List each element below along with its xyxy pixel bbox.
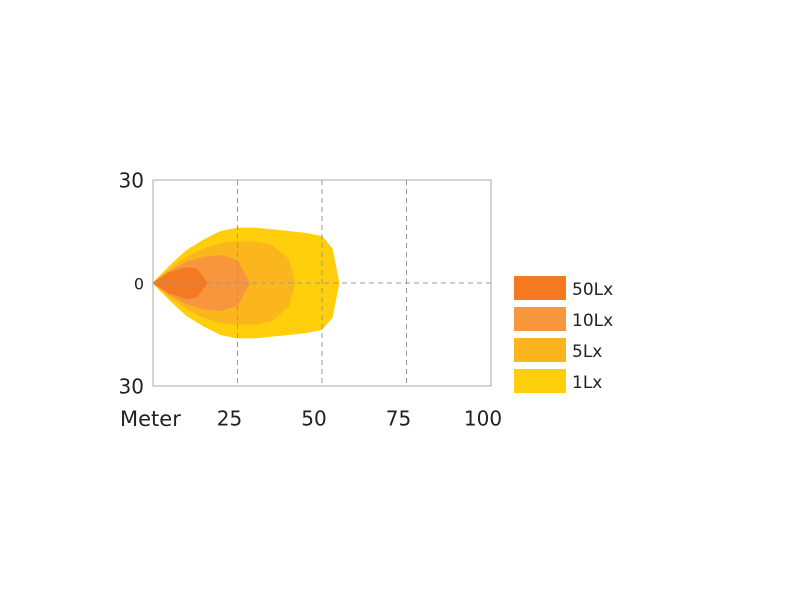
x-tick-label: 50	[301, 407, 326, 431]
legend-swatch	[514, 338, 566, 362]
y-tick-label: 0	[134, 275, 144, 294]
x-tick-label: 75	[386, 407, 411, 431]
legend-swatch	[514, 276, 566, 300]
legend-label: 1Lx	[572, 373, 602, 393]
x-tick-label: 100	[464, 407, 502, 431]
legend-label: 10Lx	[572, 311, 613, 331]
x-tick-label: 25	[217, 407, 242, 431]
legend-swatch	[514, 369, 566, 393]
legend-swatch	[514, 307, 566, 331]
legend-label: 5Lx	[572, 342, 602, 362]
plot-frame	[152, 179, 492, 387]
y-tick-label: 30	[119, 375, 144, 399]
legend-label: 50Lx	[572, 280, 613, 300]
y-tick-label: 30	[119, 169, 144, 193]
x-axis-label: Meter	[120, 407, 181, 431]
